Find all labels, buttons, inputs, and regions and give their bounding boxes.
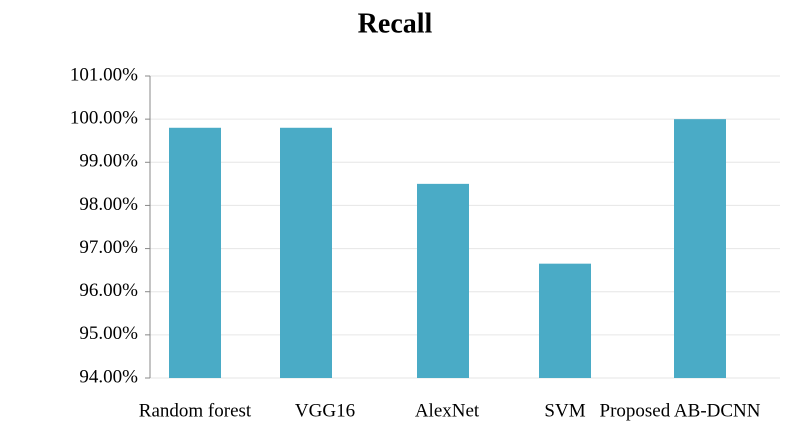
x-tick-label: AlexNet [415, 400, 480, 421]
chart-title: Recall [358, 8, 433, 39]
y-tick-label: 95.00% [79, 323, 138, 344]
y-tick-label: 97.00% [79, 237, 138, 258]
bar [539, 263, 591, 378]
x-tick-label: Random forest [139, 400, 252, 421]
y-tick-label: 98.00% [79, 194, 138, 215]
x-tick-label: Proposed AB-DCNN [600, 400, 761, 421]
y-tick-label: 101.00% [70, 64, 138, 85]
y-tick-label: 100.00% [70, 108, 138, 129]
y-tick-label: 94.00% [79, 366, 138, 387]
y-tick-label: 99.00% [79, 151, 138, 172]
x-tick-label: VGG16 [295, 400, 355, 421]
x-tick-label: SVM [544, 400, 585, 421]
bar [280, 127, 332, 379]
y-tick-label: 96.00% [79, 280, 138, 301]
bar [674, 119, 726, 379]
bar [417, 183, 469, 378]
bar [169, 127, 221, 379]
